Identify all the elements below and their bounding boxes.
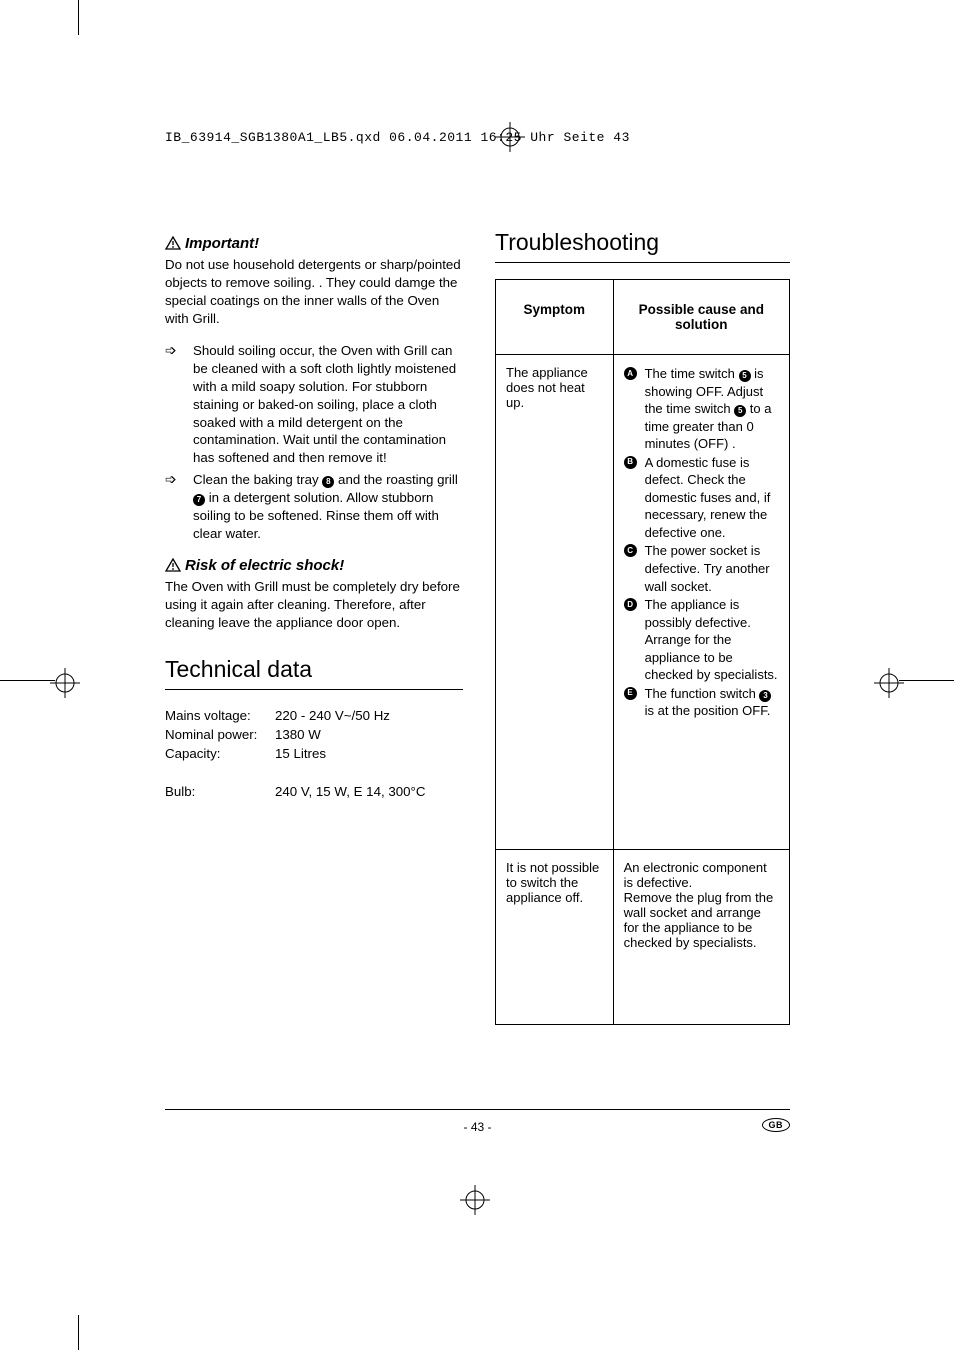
cause-item: C The power socket is defective. Try ano… bbox=[624, 542, 779, 595]
spec-block: Mains voltage: 220 - 240 V~/50 Hz Nomina… bbox=[165, 706, 463, 764]
spec-label: Bulb: bbox=[165, 782, 275, 801]
symptom-cell: The appliance does not heat up. bbox=[496, 355, 614, 850]
ref-letter: D bbox=[624, 598, 637, 611]
left-column: Important! Do not use household detergen… bbox=[165, 235, 463, 1025]
spec-row: Nominal power: 1380 W bbox=[165, 725, 463, 744]
section-heading: Technical data bbox=[165, 656, 463, 683]
region-badge: GB bbox=[762, 1118, 791, 1132]
bullet-list: ➩ Should soiling occur, the Oven with Gr… bbox=[165, 342, 463, 543]
right-column: Troubleshooting Symptom Possible cause a… bbox=[495, 235, 790, 1025]
cause-item: D The appliance is possibly defective. A… bbox=[624, 596, 779, 684]
bullet-text: Should soiling occur, the Oven with Gril… bbox=[193, 342, 463, 468]
divider bbox=[495, 262, 790, 263]
divider bbox=[165, 689, 463, 690]
warning-body: The Oven with Grill must be completely d… bbox=[165, 578, 463, 632]
print-header: IB_63914_SGB1380A1_LB5.qxd 06.04.2011 16… bbox=[165, 130, 630, 145]
spec-label: Capacity: bbox=[165, 744, 275, 763]
ref-marker: 3 bbox=[759, 690, 771, 702]
cause-item: B A domestic fuse is defect. Check the d… bbox=[624, 454, 779, 542]
cause-item: A The time switch 5 is showing OFF. Adju… bbox=[624, 365, 779, 453]
warning-title: Important! bbox=[185, 235, 259, 252]
cause-item: E The function switch 3 is at the positi… bbox=[624, 685, 779, 720]
table-row: It is not possible to switch the applian… bbox=[496, 850, 790, 1025]
warning-icon bbox=[165, 236, 181, 250]
symptom-cell: It is not possible to switch the applian… bbox=[496, 850, 614, 1025]
cause-cell: An electronic component is defective. Re… bbox=[613, 850, 789, 1025]
spec-label: Nominal power: bbox=[165, 725, 275, 744]
spec-value: 220 - 240 V~/50 Hz bbox=[275, 706, 463, 725]
ref-letter: C bbox=[624, 544, 637, 557]
registration-mark-icon bbox=[50, 668, 80, 698]
ref-letter: A bbox=[624, 367, 637, 380]
troubleshooting-table: Symptom Possible cause and solution The … bbox=[495, 279, 790, 1025]
ref-letter: B bbox=[624, 456, 637, 469]
page-number: - 43 - bbox=[463, 1120, 491, 1134]
registration-mark-icon bbox=[460, 1185, 490, 1215]
page-content: Important! Do not use household detergen… bbox=[165, 235, 790, 1025]
spec-row: Bulb: 240 V, 15 W, E 14, 300°C bbox=[165, 782, 463, 801]
list-item: ➩ Clean the baking tray 8 and the roasti… bbox=[165, 471, 463, 543]
spec-value: 1380 W bbox=[275, 725, 463, 744]
crop-mark bbox=[78, 1315, 79, 1350]
ref-letter: E bbox=[624, 687, 637, 700]
ref-marker: 7 bbox=[193, 494, 205, 506]
crop-mark bbox=[78, 0, 79, 35]
warning-title: Risk of electric shock! bbox=[185, 557, 344, 574]
section-heading: Troubleshooting bbox=[495, 229, 790, 256]
spec-label: Mains voltage: bbox=[165, 706, 275, 725]
arrow-icon: ➩ bbox=[165, 342, 193, 468]
ref-marker: 5 bbox=[734, 405, 746, 417]
warning-icon bbox=[165, 558, 181, 572]
table-header: Symptom bbox=[496, 280, 614, 355]
spec-block: Bulb: 240 V, 15 W, E 14, 300°C bbox=[165, 782, 463, 801]
page-footer: - 43 - GB bbox=[165, 1109, 790, 1134]
ref-marker: 8 bbox=[322, 476, 334, 488]
warning-heading: Risk of electric shock! bbox=[165, 557, 463, 574]
spec-row: Mains voltage: 220 - 240 V~/50 Hz bbox=[165, 706, 463, 725]
crop-mark bbox=[0, 680, 55, 681]
bullet-text: Clean the baking tray 8 and the roasting… bbox=[193, 471, 463, 543]
table-header: Possible cause and solution bbox=[613, 280, 789, 355]
warning-heading: Important! bbox=[165, 235, 463, 252]
crop-mark bbox=[899, 680, 954, 681]
cause-cell: A The time switch 5 is showing OFF. Adju… bbox=[613, 355, 789, 850]
spec-row: Capacity: 15 Litres bbox=[165, 744, 463, 763]
list-item: ➩ Should soiling occur, the Oven with Gr… bbox=[165, 342, 463, 468]
spec-value: 240 V, 15 W, E 14, 300°C bbox=[275, 782, 463, 801]
arrow-icon: ➩ bbox=[165, 471, 193, 543]
spec-value: 15 Litres bbox=[275, 744, 463, 763]
ref-marker: 5 bbox=[739, 370, 751, 382]
table-row: The appliance does not heat up. A The ti… bbox=[496, 355, 790, 850]
registration-mark-icon bbox=[874, 668, 904, 698]
warning-body: Do not use household detergents or sharp… bbox=[165, 256, 463, 328]
